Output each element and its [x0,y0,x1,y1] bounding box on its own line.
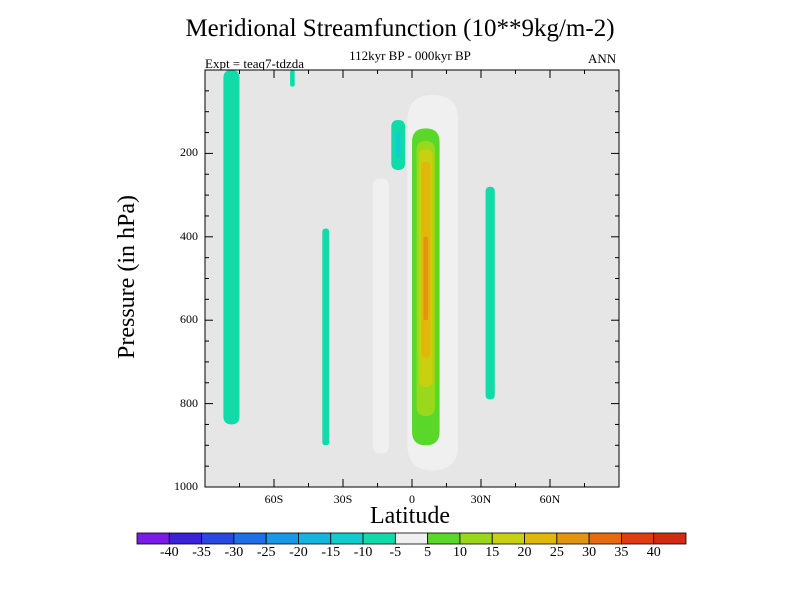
y-tick-label: 600 [180,312,198,327]
colorbar-label: 20 [517,545,532,560]
y-axis-label: Pressure (in hPa) [114,195,140,359]
contour-neg_deep_tropic [395,132,401,158]
colorbar-box [556,532,590,545]
y-tick-label: 800 [180,395,198,410]
colorbar-label: 35 [614,545,629,560]
y-tick-label: 200 [180,145,198,160]
colorbar-box [136,532,170,545]
colorbar-label: 25 [549,545,564,560]
chart-title: Meridional Streamfunction (10**9kg/m-2) [185,15,615,42]
contour-neg_sh_sub [322,228,330,446]
colorbar-label: -5 [389,545,402,560]
colorbar-box [491,532,525,545]
colorbar-label: 40 [646,545,661,560]
colorbar-label: -35 [192,545,211,560]
colorbar-box [168,532,202,545]
colorbar-box [394,532,429,545]
contour-pos_sh [372,178,389,454]
colorbar-label: 5 [424,545,432,560]
colorbar-label: -15 [321,545,341,560]
x-axis-label: Latitude [370,503,450,529]
colorbar-box [330,532,364,545]
chart-subtitle: 112kyr BP - 000kyr BP [349,48,471,63]
colorbar-label: 30 [582,545,597,560]
x-tick-label: 60N [539,492,561,506]
colorbar-label: 15 [485,545,500,560]
colorbar-box [265,532,299,545]
contour-pos_eq_30 [423,236,429,321]
contour-neg_small_top [290,70,295,87]
x-tick-label: 30N [470,492,492,506]
colorbar-box [362,532,396,545]
colorbar-box [653,532,687,545]
colorbar-label: -10 [353,545,373,560]
contour-neg_sh_high [223,70,240,425]
colorbar-label: -25 [256,545,276,560]
x-tick-label: 0 [409,492,415,506]
colorbar-box [588,532,622,545]
y-tick-label: 1000 [174,479,198,493]
y-tick-label: 400 [180,228,198,243]
x-tick-label: 60S [264,492,284,506]
x-tick-label: 30S [333,492,353,506]
colorbar-box [298,532,332,545]
colorbar-label: 10 [452,545,467,560]
colorbar-box [621,532,655,545]
colorbar-label: -20 [289,545,308,560]
season-label: ANN [588,51,617,66]
colorbar-box [524,532,558,545]
colorbar-label: -30 [224,545,244,560]
colorbar-box [427,532,461,545]
contour-neg_nh_sub [485,186,495,400]
experiment-label: Expt = teaq7-tdzda [205,56,305,71]
colorbar-box [233,532,267,545]
colorbar-box [459,532,493,545]
colorbar-box [201,532,235,545]
colorbar-label: -40 [159,545,179,560]
